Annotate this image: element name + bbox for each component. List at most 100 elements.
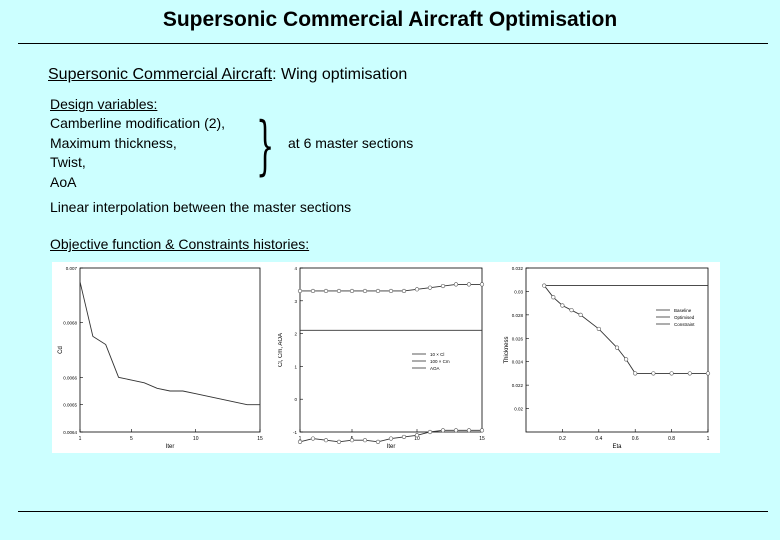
data-point <box>336 288 342 294</box>
x-axis-label: Iter <box>387 444 396 450</box>
bottom-divider <box>18 511 768 512</box>
data-point <box>401 288 407 294</box>
data-point <box>401 434 407 440</box>
data-point <box>560 303 565 308</box>
y-tick-label: 0.028 <box>512 313 524 318</box>
data-point <box>323 288 329 294</box>
y-tick-label: 0.0065 <box>63 403 77 408</box>
brace-symbol: } <box>256 109 275 183</box>
section-subtitle: Supersonic Commercial Aircraft: Wing opt… <box>48 66 407 84</box>
data-point <box>310 288 316 294</box>
data-point <box>705 371 711 376</box>
subtitle-link[interactable]: Supersonic Commercial Aircraft <box>48 66 273 83</box>
design-variables-heading: Design variables: <box>50 96 158 112</box>
charts-panel: 1 5 10 15 0.007 0.0068 0.0066 0.0065 0.0064 Iter C… <box>52 262 720 453</box>
design-item: AoA <box>50 173 77 190</box>
data-point <box>297 439 303 444</box>
data-point <box>569 308 574 313</box>
x-tick-label: 15 <box>257 436 263 442</box>
x-tick-label: 0.4 <box>595 436 602 442</box>
data-point <box>375 439 381 444</box>
y-tick-label: -1 <box>293 430 297 435</box>
y-tick-label: 2 <box>294 332 297 337</box>
x-tick-label: 0.2 <box>559 436 566 442</box>
x-tick-label: 1 <box>299 436 302 442</box>
subtitle-rest: : Wing optimisation <box>272 66 408 83</box>
data-point <box>414 287 420 292</box>
y-tick-label: 0.026 <box>512 336 524 341</box>
x-tick-label: 1 <box>79 436 82 442</box>
data-point <box>578 312 583 317</box>
data-point <box>633 371 638 376</box>
plot-frame <box>525 267 709 433</box>
data-point <box>479 428 485 433</box>
data-point <box>349 288 355 294</box>
legend-label: 10 × Cl <box>430 352 444 357</box>
data-point <box>466 428 472 433</box>
y-tick-label: 3 <box>294 299 297 304</box>
x-tick-label: 0.8 <box>668 436 675 442</box>
data-point <box>310 436 316 441</box>
data-point <box>388 436 394 441</box>
thickness-distribution-chart: 0.2 0.4 0.6 0.8 1 0.032 0.03 0.028 0.026 0.024 0.0… <box>504 266 711 450</box>
y-tick-label: 0.03 <box>514 289 523 294</box>
plot-frame <box>299 267 483 433</box>
data-point <box>440 283 446 289</box>
legend-label: AOA <box>430 366 440 371</box>
top-divider <box>18 43 768 44</box>
legend-label: Baseline <box>674 308 692 313</box>
design-item: Camberline modification (2), <box>50 115 226 131</box>
x-tick-label: 0.6 <box>632 436 639 442</box>
design-item: Maximum thickness, <box>50 134 177 151</box>
x-tick-label: 1 <box>707 436 710 442</box>
data-point <box>427 285 433 290</box>
y-tick-label: 0.032 <box>512 266 524 271</box>
data-point <box>479 282 485 287</box>
data-point <box>362 438 368 443</box>
data-point <box>624 357 629 362</box>
legend-label: Optimised <box>674 315 695 320</box>
plot-frame <box>79 267 261 433</box>
interpolation-text: Linear interpolation between the master … <box>50 199 352 215</box>
y-tick-label: 0.0066 <box>63 375 77 380</box>
data-point <box>375 288 381 294</box>
y-tick-label: 0.024 <box>512 360 524 365</box>
data-point <box>297 288 303 294</box>
y-axis-label: Cd <box>58 346 64 354</box>
design-item: Twist, <box>50 154 86 170</box>
y-tick-label: 0.007 <box>66 266 78 271</box>
data-point <box>440 428 446 433</box>
y-tick-label: 1 <box>294 364 297 369</box>
data-point <box>614 345 620 350</box>
data-point <box>669 371 674 376</box>
y-axis-label: Thickness <box>504 336 510 363</box>
x-tick-label: 15 <box>479 436 485 442</box>
data-point <box>542 283 547 288</box>
master-sections-note: at 6 master sections <box>288 134 414 151</box>
data-point <box>349 438 355 443</box>
data-point <box>323 438 329 443</box>
legend-label: Constraint <box>674 322 695 327</box>
data-point <box>466 282 472 287</box>
x-axis-label: Iter <box>166 444 175 450</box>
page-title: Supersonic Commercial Aircraft Optimisat… <box>162 8 618 31</box>
y-tick-label: 0.0068 <box>63 321 77 326</box>
data-point <box>362 288 368 294</box>
x-tick-label: 10 <box>193 436 199 442</box>
y-tick-label: 0 <box>294 397 297 402</box>
data-point <box>336 439 342 444</box>
x-axis-label: Eta <box>612 444 622 450</box>
data-point <box>453 282 459 287</box>
x-tick-label: 5 <box>130 436 133 442</box>
data-point <box>427 429 433 435</box>
data-point <box>651 371 656 376</box>
series-line <box>79 281 260 406</box>
data-point <box>687 371 692 376</box>
data-point <box>414 433 420 438</box>
y-tick-label: 4 <box>294 266 297 271</box>
data-point <box>388 288 394 294</box>
y-tick-label: 0.022 <box>512 383 524 388</box>
data-point <box>453 428 459 433</box>
legend-label: 100 × Cm <box>430 359 450 364</box>
